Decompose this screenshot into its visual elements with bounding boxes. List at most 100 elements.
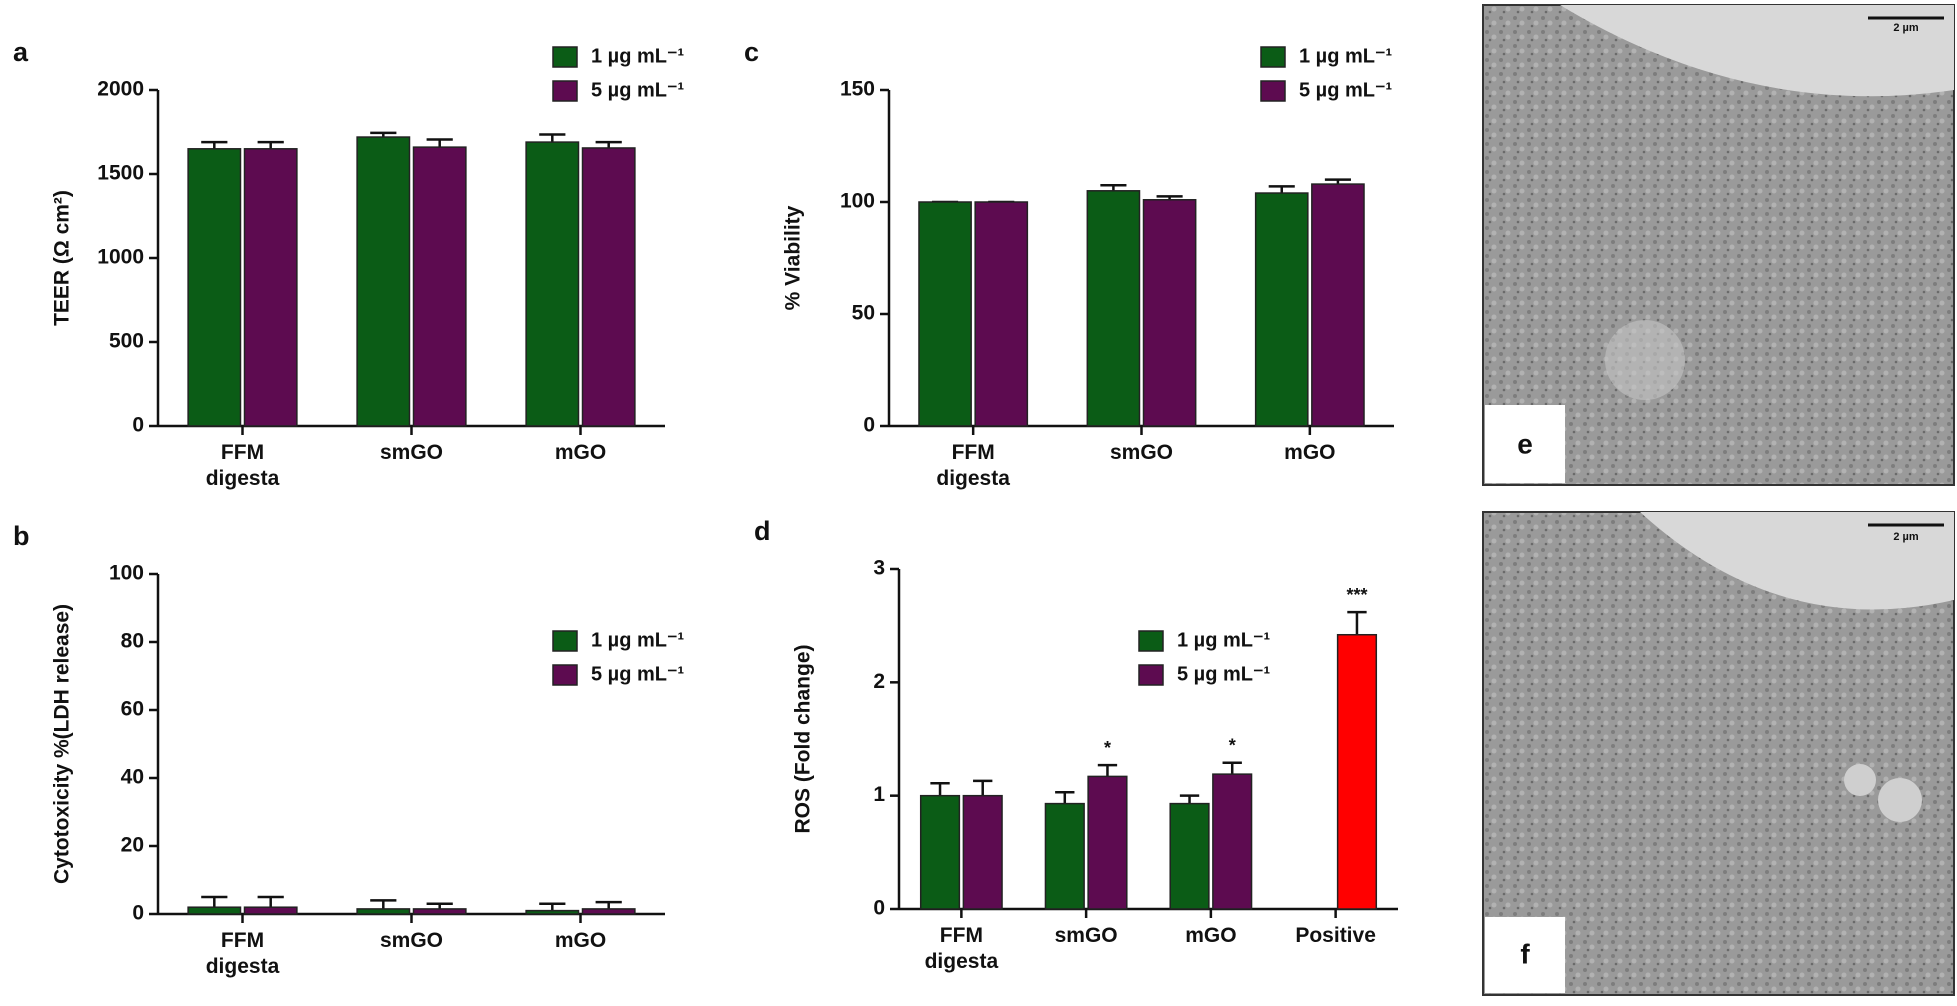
error-bar [201, 140, 228, 149]
x-tick-label: smGO [379, 441, 444, 464]
bar [974, 201, 1029, 427]
bar [1044, 802, 1085, 910]
y-tick-label: 1500 [97, 162, 144, 185]
error-bar [257, 895, 284, 908]
legend-swatch [1138, 630, 1164, 652]
bar [356, 136, 411, 427]
error-bar [930, 781, 950, 796]
y-tick-label: 0 [863, 414, 875, 437]
x-tick-label: FFM digesta [205, 929, 280, 978]
legend-swatch [552, 80, 578, 102]
x-tick-label-box: mGO [1284, 441, 1335, 464]
error-bar [1222, 761, 1242, 775]
legend-label: 1 µg mL⁻¹ [591, 629, 685, 651]
micrograph-e: 2 µm e [1482, 4, 1955, 486]
bar [356, 908, 411, 915]
bar [1086, 190, 1141, 427]
x-tick-label-box: mGO [554, 441, 607, 464]
error-bar [539, 902, 566, 911]
error-bar [595, 140, 622, 148]
x-tick-label-box: FFM digesta [205, 441, 280, 490]
y-tick-label: 100 [840, 190, 875, 213]
x-tick-label-box: smGO [379, 441, 444, 464]
bar [1169, 802, 1210, 910]
y-tick-label: 60 [121, 698, 144, 721]
error-bar [539, 133, 566, 143]
error-bar [1100, 183, 1127, 191]
y-tick-label: 2000 [97, 78, 144, 101]
panel-label: b [13, 521, 30, 551]
bar [187, 906, 242, 915]
legend-swatch [552, 46, 578, 68]
error-bar [426, 138, 453, 148]
x-tick-label-box: smGO [1109, 441, 1174, 464]
error-bar [595, 900, 622, 909]
x-tick-label: mGO [554, 441, 607, 464]
x-tick-label: FFM digesta [205, 441, 280, 490]
bar [1254, 192, 1309, 427]
bar [243, 906, 298, 915]
x-tick-label: mGO [1185, 924, 1237, 947]
y-tick-label: 0 [132, 414, 144, 437]
y-tick-label: 50 [852, 302, 875, 325]
y-tick-label: 80 [121, 630, 144, 653]
y-tick-label: 20 [121, 834, 144, 857]
y-tick-label: 1 [873, 783, 885, 806]
x-tick-label: FFM digesta [924, 924, 999, 973]
legend-swatch [552, 664, 578, 686]
legend-swatch [1260, 46, 1286, 68]
y-axis-label: Cytotoxicity %(LDH release) [51, 604, 74, 884]
y-axis-label: TEER (Ω cm²) [51, 190, 74, 326]
y-tick-label: 500 [109, 330, 144, 353]
x-tick-label-box: mGO [1185, 924, 1237, 947]
chart-panel: b Cytotoxicity %(LDH release) 0 20 40 60 80 100… [13, 521, 685, 978]
panel-label: c [744, 37, 759, 67]
error-bar [1347, 610, 1367, 635]
error-bar [1179, 794, 1200, 804]
x-tick-label: smGO [379, 929, 444, 952]
panel-label: f [1520, 938, 1530, 969]
bar [1212, 773, 1253, 910]
error-bar [257, 140, 284, 149]
error-bar [973, 779, 993, 796]
bar [962, 794, 1003, 910]
x-tick-label-box: FFM digesta [205, 929, 280, 978]
error-bar [370, 899, 397, 909]
significance-label: * [1229, 736, 1236, 756]
legend-label: 1 µg mL⁻¹ [1299, 45, 1393, 67]
bar [581, 908, 636, 915]
error-bar [426, 902, 453, 909]
x-tick-label-box: smGO [1055, 924, 1118, 947]
x-tick-label: smGO [1109, 441, 1174, 464]
y-tick-label: 40 [121, 766, 144, 789]
y-tick-label: 2 [873, 670, 885, 693]
chart-panel: c % Viability 0 50 100 150 FFM digesta smGO mGO 1… [744, 37, 1394, 490]
error-bar [201, 895, 228, 908]
legend-label: 1 µg mL⁻¹ [1177, 629, 1271, 651]
error-bar [1097, 763, 1118, 777]
bar [525, 909, 580, 915]
y-tick-label: 0 [132, 902, 144, 925]
y-tick-label: 100 [109, 562, 144, 585]
bar [1142, 199, 1197, 427]
chart-panel: d ROS (Fold change) 0 1 2 3 FFM digesta smGO mGO… [754, 516, 1398, 973]
x-tick-label-box: smGO [379, 929, 444, 952]
bar [412, 146, 467, 427]
error-bar [1268, 185, 1295, 194]
y-tick-label: 3 [873, 557, 885, 580]
x-tick-label-box: FFM digesta [936, 441, 1010, 490]
y-tick-label: 0 [873, 897, 885, 920]
chart-panel: a TEER (Ω cm²) 0 500 1000 1500 2000 FFM digesta… [13, 37, 685, 490]
legend-swatch [1138, 664, 1164, 686]
bar [525, 141, 580, 427]
bar [919, 794, 961, 910]
bar [412, 908, 467, 915]
legend-label: 5 µg mL⁻¹ [1177, 663, 1271, 685]
scale-bar-label: 2 µm [1893, 22, 1919, 34]
panel-label: a [13, 37, 29, 67]
y-axis-label: ROS (Fold change) [792, 645, 815, 834]
bar [581, 147, 636, 427]
error-bar [1055, 791, 1075, 804]
legend-label: 5 µg mL⁻¹ [591, 79, 685, 101]
panel-label: e [1517, 428, 1533, 459]
